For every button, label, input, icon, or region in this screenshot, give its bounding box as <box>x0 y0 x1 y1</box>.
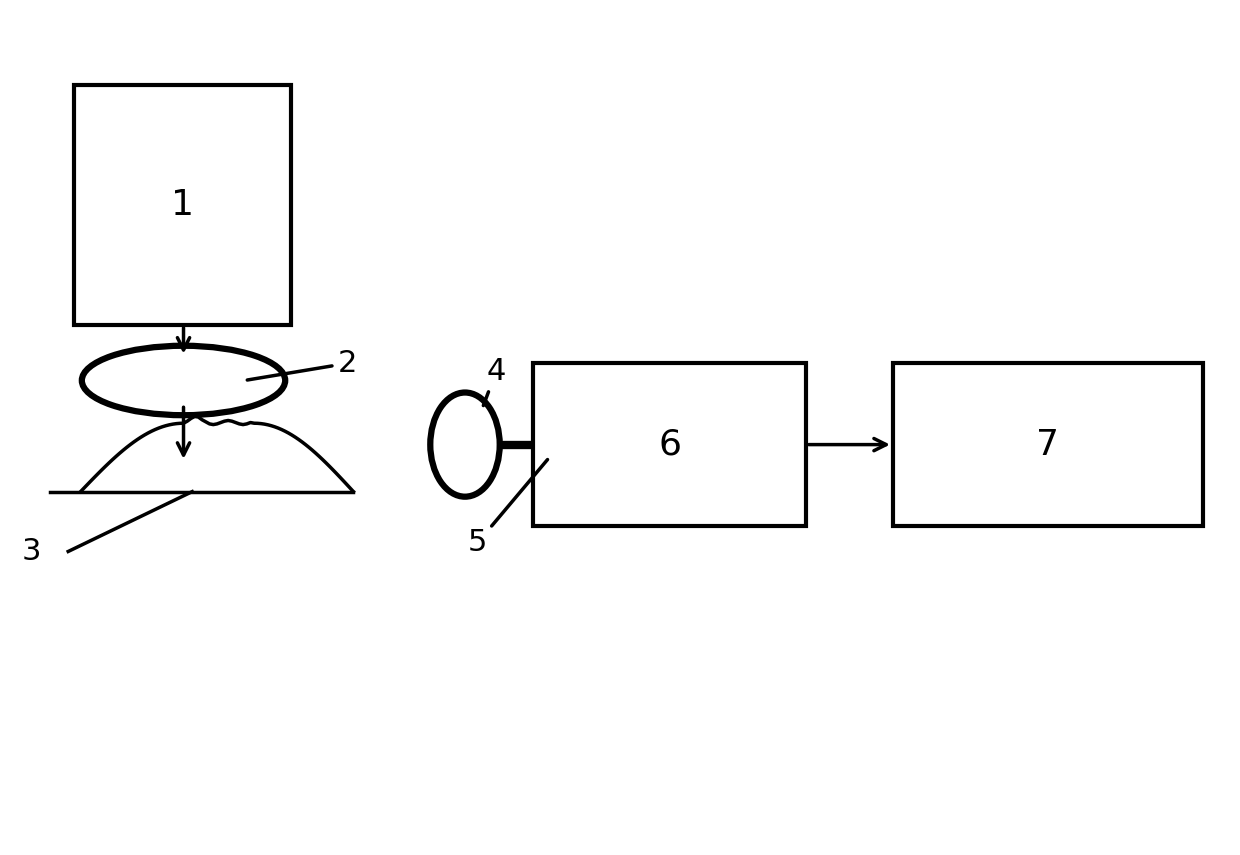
Text: 5: 5 <box>467 459 548 557</box>
Bar <box>893 363 1203 526</box>
Ellipse shape <box>430 392 500 497</box>
Ellipse shape <box>82 345 285 416</box>
Text: 7: 7 <box>1037 428 1059 462</box>
Text: 4: 4 <box>484 357 506 405</box>
Text: 2: 2 <box>247 349 357 380</box>
Bar <box>533 363 806 526</box>
Text: 6: 6 <box>658 428 681 462</box>
Bar <box>74 86 291 325</box>
Text: 1: 1 <box>171 188 195 222</box>
Text: 3: 3 <box>21 537 41 566</box>
